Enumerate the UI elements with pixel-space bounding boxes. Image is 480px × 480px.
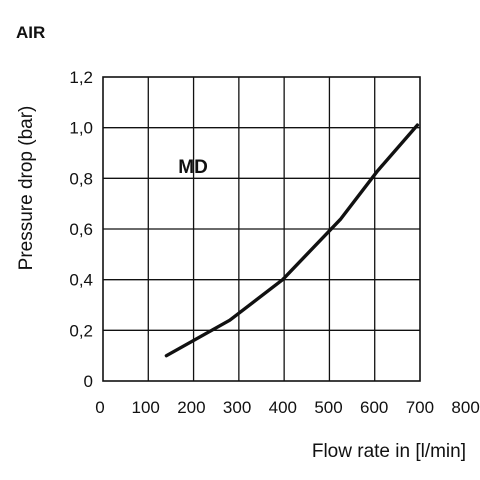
curve-label: MD xyxy=(178,157,208,178)
x-axis-title: Flow rate in [l/min] xyxy=(312,441,466,462)
x-tick-label: 700 xyxy=(406,398,434,417)
x-tick-label: 500 xyxy=(314,398,342,417)
annotation-layer: MD xyxy=(178,157,208,178)
x-tick-label: 200 xyxy=(177,398,205,417)
y-tick-label: 0,8 xyxy=(69,169,93,188)
grid-layer xyxy=(102,76,421,382)
x-tick-label: 600 xyxy=(360,398,388,417)
y-tick-label: 0,4 xyxy=(69,271,93,290)
y-tick-label: 0 xyxy=(84,372,93,391)
y-tick-label: 1,0 xyxy=(69,119,93,138)
series-layer xyxy=(164,123,420,358)
x-tick-label: 100 xyxy=(132,398,160,417)
tick-layer: 0 100 200 300 400 500 600 700 800 0 0,2 0,4 0,6 0,8 1,… xyxy=(69,68,479,417)
series-line xyxy=(164,123,420,358)
y-tick-label: 1,2 xyxy=(69,68,93,87)
x-tick-label: 400 xyxy=(269,398,297,417)
plot-frame xyxy=(102,76,421,382)
y-tick-label: 0,2 xyxy=(69,321,93,340)
y-tick-label: 0,6 xyxy=(69,220,93,239)
x-tick-label: 0 xyxy=(95,398,104,417)
x-tick-label: 800 xyxy=(451,398,479,417)
y-axis-title: Pressure drop (bar) xyxy=(16,106,37,271)
chart-title: AIR xyxy=(16,23,45,42)
x-tick-label: 300 xyxy=(223,398,251,417)
